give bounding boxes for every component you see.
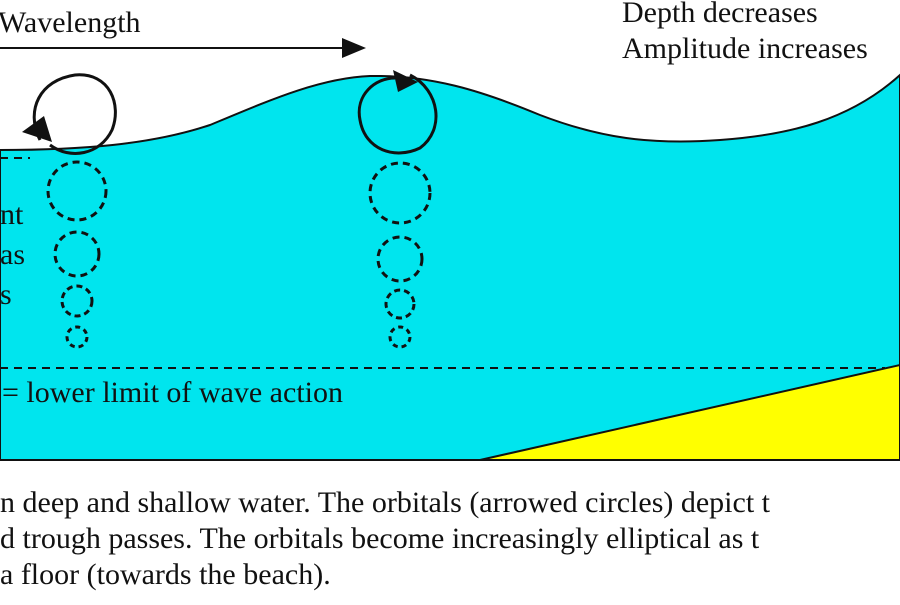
orbital-right-4	[388, 325, 412, 349]
side-label-line-3: s	[0, 278, 12, 311]
amplitude-increases-label: Amplitude increases	[622, 32, 868, 65]
orbital-right-1	[368, 161, 432, 225]
orbital-left-2	[53, 230, 101, 278]
caption-line-3: a floor (towards the beach).	[0, 558, 331, 591]
caption-line-2: d trough passes. The orbitals become inc…	[0, 522, 760, 555]
orbital-arrow-right	[357, 73, 438, 155]
depth-decreases-label: Depth decreases	[622, 0, 818, 29]
wavelength-label: Wavelength	[0, 6, 141, 39]
orbital-left-4	[65, 325, 89, 349]
orbital-arrowhead-left	[22, 116, 52, 142]
orbital-left-1	[46, 160, 108, 222]
orbital-right-2	[376, 235, 424, 283]
side-label-line-1: nt	[0, 198, 24, 231]
side-label-line-2: as	[0, 238, 25, 271]
caption-line-1: n deep and shallow water. The orbitals (…	[0, 486, 770, 519]
water-body	[0, 73, 900, 461]
orbital-left-3	[60, 284, 94, 318]
orbital-right-3	[384, 288, 416, 320]
orbital-arrowhead-right	[393, 70, 418, 92]
lower-limit-label: = lower limit of wave action	[2, 376, 343, 409]
orbital-arrow-left	[32, 73, 117, 155]
